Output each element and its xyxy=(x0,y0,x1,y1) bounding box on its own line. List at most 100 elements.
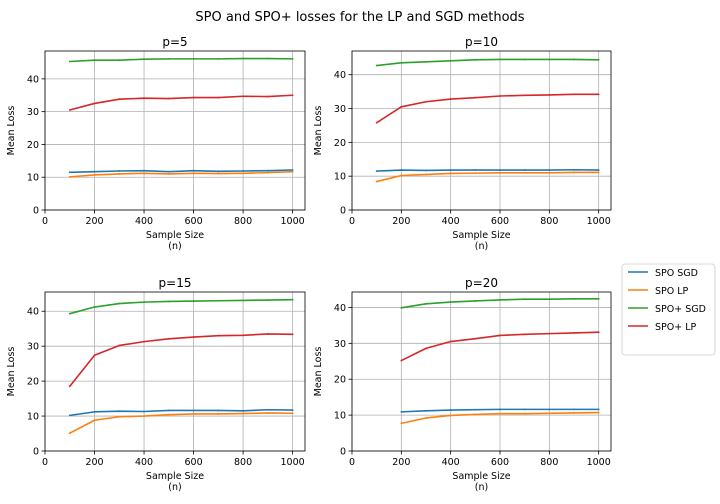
axes-frame xyxy=(351,291,612,452)
data-point-spo-plus-lp xyxy=(400,359,403,362)
x-tick-label: 600 xyxy=(491,457,509,468)
y-tick-label: 10 xyxy=(334,411,346,422)
x-tick-label: 800 xyxy=(234,457,252,468)
data-point-spo-plus-lp xyxy=(192,336,195,338)
axes-frame xyxy=(44,50,306,211)
subplot-title: p=15 xyxy=(159,276,192,290)
y-tick-label: 10 xyxy=(27,173,39,184)
data-point-spo-sgd xyxy=(68,414,71,417)
data-point-spo-lp xyxy=(143,415,145,417)
figure-title: SPO and SPO+ losses for the LP and SGD m… xyxy=(195,10,524,25)
y-tick-label: 20 xyxy=(27,140,39,151)
y-tick-label: 30 xyxy=(334,339,346,350)
data-point-spo-sgd xyxy=(474,408,477,411)
data-point-spo-plus-lp xyxy=(167,337,170,340)
data-point-spo-lp xyxy=(93,174,96,176)
data-point-spo-lp xyxy=(400,174,403,177)
x-tick-label: 0 xyxy=(349,216,355,227)
y-tick-label: 20 xyxy=(334,375,346,386)
data-point-spo-plus-sgd xyxy=(573,297,575,300)
data-point-spo-plus-sgd xyxy=(449,59,452,62)
data-point-spo-lp xyxy=(118,173,121,175)
data-point-spo-plus-lp xyxy=(68,385,71,388)
data-point-spo-sgd xyxy=(192,409,195,412)
y-tick-label: 0 xyxy=(33,206,39,217)
x-tick-label: 0 xyxy=(42,457,48,468)
data-point-spo-plus-sgd xyxy=(548,298,551,301)
data-point-spo-plus-lp xyxy=(118,98,121,101)
data-point-spo-lp xyxy=(523,412,526,415)
subplot-3: 0 200 400 600 800 1000 0 10 20 30 40 p=15 Sample Siz… xyxy=(6,276,306,493)
data-point-spo-plus-lp xyxy=(118,344,121,347)
data-point-spo-plus-sgd xyxy=(68,60,71,63)
x-tick-label: 400 xyxy=(135,216,153,227)
data-point-spo-sgd xyxy=(425,409,427,412)
data-point-spo-lp xyxy=(118,415,121,418)
x-tick-label: 800 xyxy=(540,216,558,227)
y-tick-label: 40 xyxy=(27,74,39,85)
data-point-spo-plus-sgd xyxy=(266,299,269,301)
data-point-spo-plus-lp xyxy=(242,95,244,98)
data-point-spo-plus-sgd xyxy=(167,57,170,60)
data-point-spo-sgd xyxy=(93,170,96,173)
y-axis-label: Mean Loss xyxy=(6,347,17,397)
data-point-spo-plus-sgd xyxy=(143,58,145,61)
data-point-spo-plus-sgd xyxy=(573,58,575,61)
data-point-spo-sgd xyxy=(118,170,121,172)
y-axis-label: Mean Loss xyxy=(6,106,17,156)
x-tick-label: 200 xyxy=(392,457,410,468)
data-point-spo-lp xyxy=(597,411,600,414)
series-line-spo-lp xyxy=(69,412,293,434)
subplot-title: p=5 xyxy=(162,35,187,49)
data-point-spo-lp xyxy=(291,412,294,415)
data-point-spo-lp xyxy=(217,413,220,415)
data-point-spo-plus-sgd xyxy=(425,302,427,305)
data-point-spo-plus-sgd xyxy=(523,298,526,301)
subplot-title: p=10 xyxy=(465,35,498,49)
y-tick-label: 0 xyxy=(340,206,346,217)
y-tick-label: 40 xyxy=(27,307,39,318)
data-point-spo-plus-sgd xyxy=(68,312,71,315)
data-point-spo-plus-lp xyxy=(548,332,551,335)
data-point-spo-plus-lp xyxy=(143,97,145,100)
data-point-spo-sgd xyxy=(217,170,220,173)
data-point-spo-plus-sgd xyxy=(400,306,403,309)
data-point-spo-plus-lp xyxy=(93,102,96,105)
data-point-spo-lp xyxy=(242,412,244,415)
subplot-4: 0 200 400 600 800 1000 0 10 20 30 40 p=20 Sample Siz… xyxy=(313,276,612,493)
data-point-spo-plus-sgd xyxy=(400,61,403,64)
data-point-spo-sgd xyxy=(548,408,551,411)
data-point-spo-lp xyxy=(597,171,600,174)
data-point-spo-plus-lp xyxy=(597,331,600,334)
data-point-spo-sgd xyxy=(400,169,403,171)
data-point-spo-sgd xyxy=(93,410,96,413)
x-axis-label-line: Sample Size xyxy=(452,230,510,241)
x-axis-label: Sample Size (n) xyxy=(146,230,204,252)
data-point-spo-sgd xyxy=(266,408,269,411)
data-point-spo-plus-sgd xyxy=(192,57,195,60)
data-point-spo-plus-lp xyxy=(242,334,244,337)
legend-box xyxy=(621,263,716,356)
data-point-spo-plus-lp xyxy=(192,96,195,99)
x-tick-label: 600 xyxy=(185,457,203,468)
data-point-spo-plus-sgd xyxy=(523,58,526,61)
x-tick-label: 600 xyxy=(491,216,509,227)
x-axis-label-line: (n) xyxy=(475,482,488,493)
data-point-spo-sgd xyxy=(400,410,403,413)
data-point-spo-sgd xyxy=(597,169,600,171)
series-line-spo-sgd xyxy=(69,169,293,174)
x-axis-label-line: Sample Size xyxy=(146,230,204,241)
x-axis-label-line: (n) xyxy=(475,241,488,252)
data-point-spo-sgd xyxy=(548,169,551,171)
data-point-spo-lp xyxy=(291,170,294,173)
data-point-spo-sgd xyxy=(143,410,145,413)
data-point-spo-plus-lp xyxy=(93,354,96,357)
series-line-spo-plus-sgd xyxy=(69,298,293,315)
data-point-spo-lp xyxy=(474,413,477,416)
data-point-spo-plus-sgd xyxy=(143,301,145,304)
x-tick-label: 400 xyxy=(135,457,153,468)
y-tick-label: 20 xyxy=(334,138,346,149)
data-point-spo-sgd xyxy=(217,409,220,412)
y-tick-label: 40 xyxy=(334,303,346,314)
data-point-spo-lp xyxy=(266,171,269,174)
